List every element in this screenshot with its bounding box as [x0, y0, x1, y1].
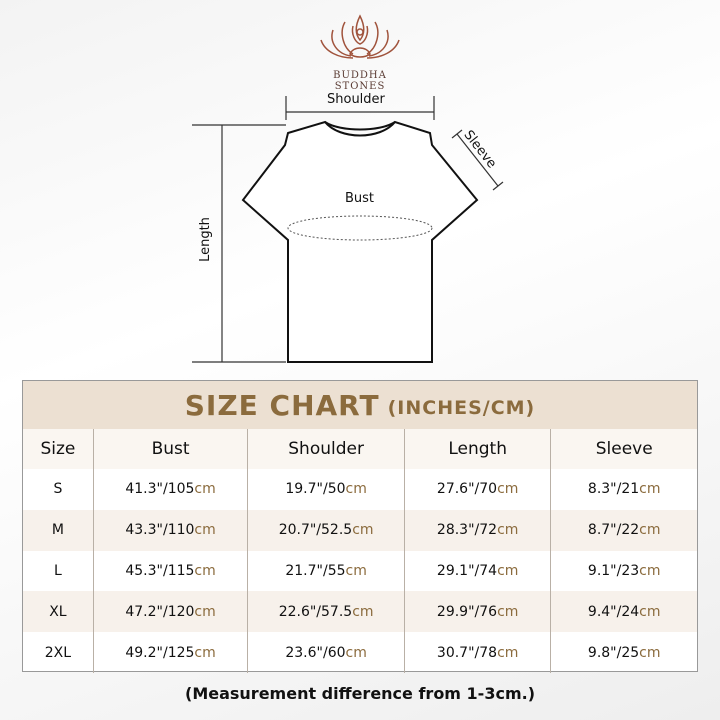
cm-unit: cm: [497, 522, 519, 539]
table-row: S 41.3"/105 cm 19.7"/50 cm 27.6"/70 cm 8.3"/21 c…: [23, 469, 697, 510]
inch-value: 45.3"/115: [125, 562, 195, 579]
lotus-meditation-icon: [320, 14, 400, 59]
table-row: M 43.3"/110 cm 20.7"/52.5 cm 28.3"/72 cm 8.7"/2…: [23, 509, 697, 551]
inch-value: 20.7"/52.5: [278, 522, 353, 539]
measure-cell: 41.3"/105 cm: [94, 469, 249, 510]
cm-unit: cm: [497, 603, 519, 620]
title-text: SIZE CHART: [184, 388, 380, 422]
measure-cell: 45.3"/115 cm: [94, 550, 249, 592]
inch-value: 30.7"/78: [436, 644, 498, 661]
table-row: 2XL 49.2"/125 cm 23.6"/60 cm 30.7"/78 cm 9.8"/2…: [23, 632, 697, 673]
cm-unit: cm: [194, 603, 216, 620]
inch-value: 9.8"/25: [587, 644, 640, 661]
measure-cell: 21.7"/55 cm: [248, 550, 405, 592]
cm-unit: cm: [639, 644, 661, 661]
inch-value: 43.3"/110: [125, 522, 195, 539]
title-units: (INCHES/CM): [387, 397, 536, 419]
inch-value: 9.4"/24: [587, 603, 640, 620]
bust-label: Bust: [345, 191, 375, 206]
inch-value: 28.3"/72: [436, 522, 498, 539]
cm-unit: cm: [194, 481, 216, 498]
inch-value: 23.6"/60: [285, 644, 346, 661]
measure-cell: 27.6"/70 cm: [405, 469, 552, 510]
measure-cell: 20.7"/52.5 cm: [248, 509, 405, 551]
cm-unit: cm: [497, 562, 519, 579]
measure-cell: 28.3"/72 cm: [405, 509, 552, 551]
size-cell: S: [23, 469, 94, 510]
size-chart-title: SIZE CHART (INCHES/CM): [23, 381, 697, 429]
cm-unit: cm: [497, 644, 519, 661]
measure-cell: 30.7"/78 cm: [405, 632, 552, 673]
brand-logo: BUDDHA STONES: [310, 12, 410, 92]
measure-cell: 9.4"/24 cm: [551, 591, 697, 632]
measure-cell: 29.9"/76 cm: [405, 591, 552, 633]
inch-value: 19.7"/50: [285, 481, 346, 498]
measure-cell: 9.8"/25 cm: [551, 632, 697, 673]
header-sleeve: Sleeve: [595, 439, 653, 459]
measure-cell: 19.7"/50 cm: [248, 469, 405, 510]
cm-unit: cm: [352, 522, 374, 539]
table-row: L 45.3"/115 cm 21.7"/55 cm 29.1"/74 cm 9.1"/23 c…: [23, 550, 697, 592]
cm-unit: cm: [345, 644, 367, 661]
inch-value: 21.7"/55: [285, 562, 346, 579]
measure-cell: 9.1"/23 cm: [551, 551, 697, 592]
table-header: Size Bust Shoulder Length Sleeve: [23, 429, 697, 469]
table-row: XL 47.2"/120 cm 22.6"/57.5 cm 29.9"/76 cm 9.4"/…: [23, 591, 697, 633]
footnote: (Measurement difference from 1-3cm.): [185, 684, 535, 703]
measure-cell: 8.3"/21 cm: [551, 469, 697, 510]
cm-unit: cm: [345, 481, 367, 498]
brand-name: BUDDHA STONES: [333, 70, 387, 92]
tshirt-diagram: [192, 96, 504, 363]
size-chart-table: SIZE CHART (INCHES/CM) Size Bust Shoulde…: [22, 380, 698, 673]
shoulder-label: Shoulder: [327, 92, 385, 107]
header-size: Size: [23, 429, 94, 469]
cm-unit: cm: [639, 522, 661, 539]
measure-cell: 43.3"/110 cm: [94, 509, 249, 551]
measure-cell: 22.6"/57.5 cm: [248, 591, 405, 633]
inch-value: 9.1"/23: [587, 562, 640, 579]
cm-unit: cm: [194, 562, 216, 579]
inch-value: 22.6"/57.5: [278, 603, 353, 620]
inch-value: 8.7"/22: [587, 522, 640, 539]
inch-value: 41.3"/105: [125, 481, 195, 498]
size-cell: M: [23, 509, 94, 551]
length-label: Length: [197, 217, 213, 262]
cm-unit: cm: [345, 562, 367, 579]
cm-unit: cm: [352, 603, 374, 620]
cm-unit: cm: [194, 522, 216, 539]
size-cell: XL: [23, 591, 94, 633]
inch-value: 49.2"/125: [125, 644, 195, 661]
header-shoulder: Shoulder: [248, 429, 405, 469]
cm-unit: cm: [639, 603, 661, 620]
inch-value: 47.2"/120: [125, 603, 195, 620]
inch-value: 29.1"/74: [436, 562, 498, 579]
inch-value: 29.9"/76: [436, 603, 498, 620]
inch-value: 27.6"/70: [436, 481, 498, 498]
size-cell: 2XL: [23, 632, 94, 673]
measure-cell: 8.7"/22 cm: [551, 510, 697, 551]
header-length: Length: [405, 429, 552, 469]
cm-unit: cm: [639, 481, 661, 498]
cm-unit: cm: [497, 481, 519, 498]
inch-value: 8.3"/21: [587, 481, 640, 498]
measure-cell: 23.6"/60 cm: [248, 632, 405, 673]
size-cell: L: [23, 550, 94, 592]
cm-unit: cm: [639, 562, 661, 579]
measure-cell: 47.2"/120 cm: [94, 591, 249, 633]
measure-cell: 29.1"/74 cm: [405, 550, 552, 592]
measure-cell: 49.2"/125 cm: [94, 632, 249, 673]
header-bust: Bust: [94, 429, 249, 469]
cm-unit: cm: [194, 644, 216, 661]
